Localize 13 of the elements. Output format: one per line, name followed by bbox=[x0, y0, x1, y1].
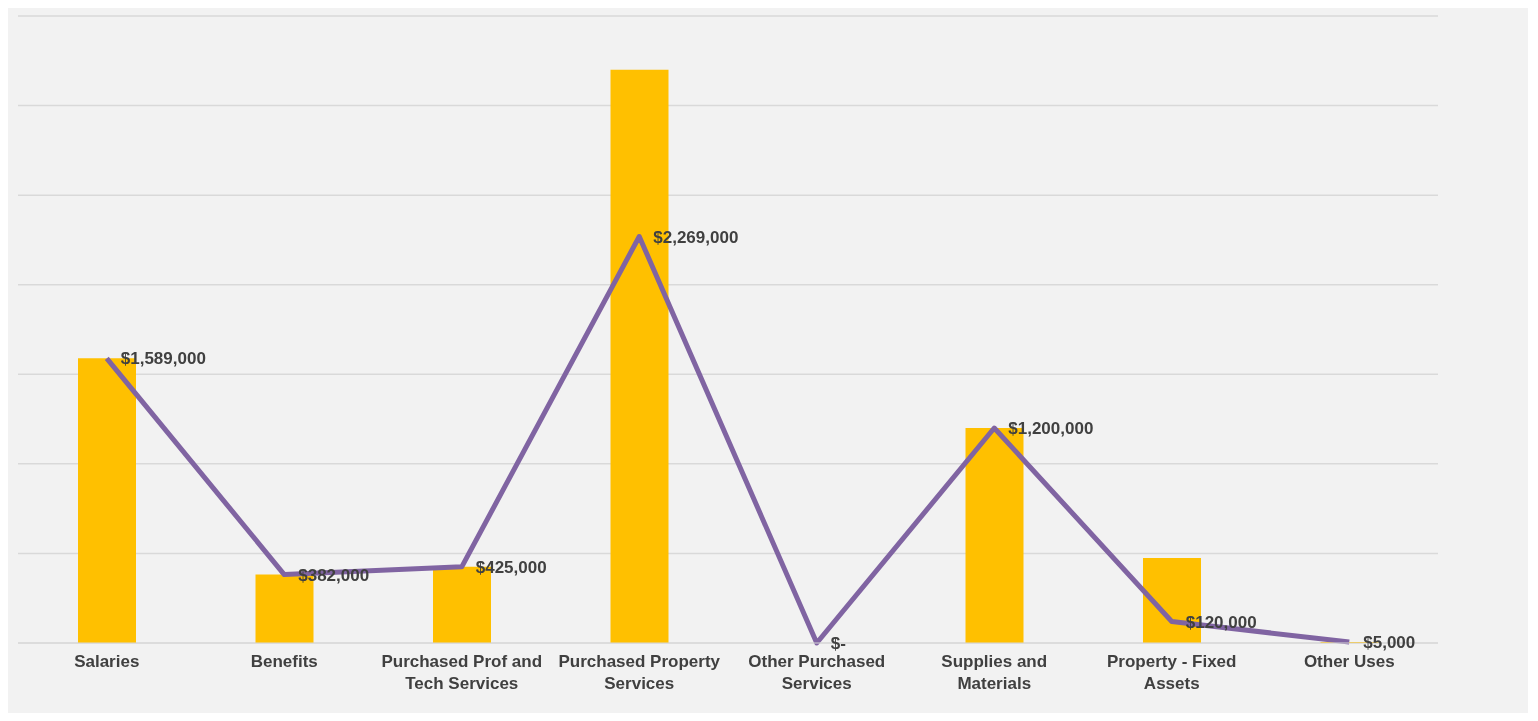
data-label: $425,000 bbox=[475, 557, 547, 577]
x-tick-label: Salaries bbox=[74, 652, 140, 671]
data-label: $1,589,000 bbox=[120, 349, 206, 369]
data-label: $1,200,000 bbox=[1008, 419, 1094, 439]
x-tick-label: Supplies and Materials bbox=[941, 652, 1048, 693]
x-tick-label: Other Purchased Services bbox=[748, 652, 886, 693]
x-tick-label: Purchased Prof and Tech Services bbox=[381, 652, 543, 693]
x-tick-label: Benefits bbox=[250, 652, 318, 671]
x-tick-label: Purchased Property Services bbox=[558, 652, 721, 693]
x-tick-label: Property - Fixed Assets bbox=[1107, 652, 1237, 693]
x-tick-label: Other Uses bbox=[1303, 652, 1395, 671]
data-label: $5,000 bbox=[1363, 633, 1416, 653]
data-label: $- bbox=[830, 634, 846, 653]
